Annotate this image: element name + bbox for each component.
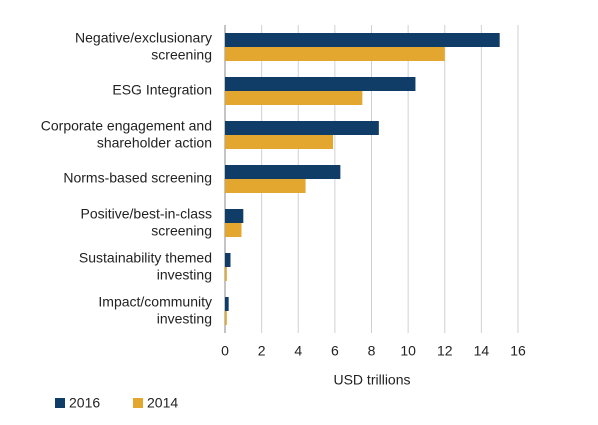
bar (225, 267, 227, 281)
x-tick-label: 10 (400, 343, 416, 359)
bar (225, 33, 500, 47)
bar (225, 253, 231, 267)
y-tick-label: Norms-based screening (63, 170, 212, 186)
x-tick-label: 12 (437, 343, 453, 359)
bar (225, 297, 229, 311)
y-tick-label: Sustainability themed investing (79, 249, 212, 282)
y-tick-label: Positive/best-in-class screening (81, 205, 213, 238)
bar (225, 179, 306, 193)
x-tick-label: 0 (221, 343, 229, 359)
bar (225, 209, 244, 223)
bar (225, 165, 341, 179)
x-tick-label: 4 (294, 343, 302, 359)
x-tick-label: 6 (331, 343, 339, 359)
x-tick-label: 16 (510, 343, 526, 359)
bar (225, 121, 379, 135)
bar (225, 47, 445, 61)
y-tick-label: Impact/community investing (98, 293, 212, 326)
y-tick-label: Negative/exclusionary screening (75, 29, 212, 62)
y-tick-label: ESG Integration (112, 82, 212, 98)
legend-label: 2014 (147, 395, 178, 411)
x-tick-label: 14 (474, 343, 490, 359)
bar (225, 77, 416, 91)
x-tick-label: 2 (258, 343, 266, 359)
bar (225, 223, 242, 237)
legend-label: 2016 (69, 395, 100, 411)
legend-swatch (55, 398, 65, 408)
bar (225, 91, 363, 105)
legend-swatch (133, 398, 143, 408)
bar (225, 135, 334, 149)
x-axis-title: USD trillions (333, 372, 410, 388)
x-tick-label: 8 (368, 343, 376, 359)
bar (225, 311, 227, 325)
y-tick-label: Corporate engagement and shareholder acti… (41, 117, 212, 150)
